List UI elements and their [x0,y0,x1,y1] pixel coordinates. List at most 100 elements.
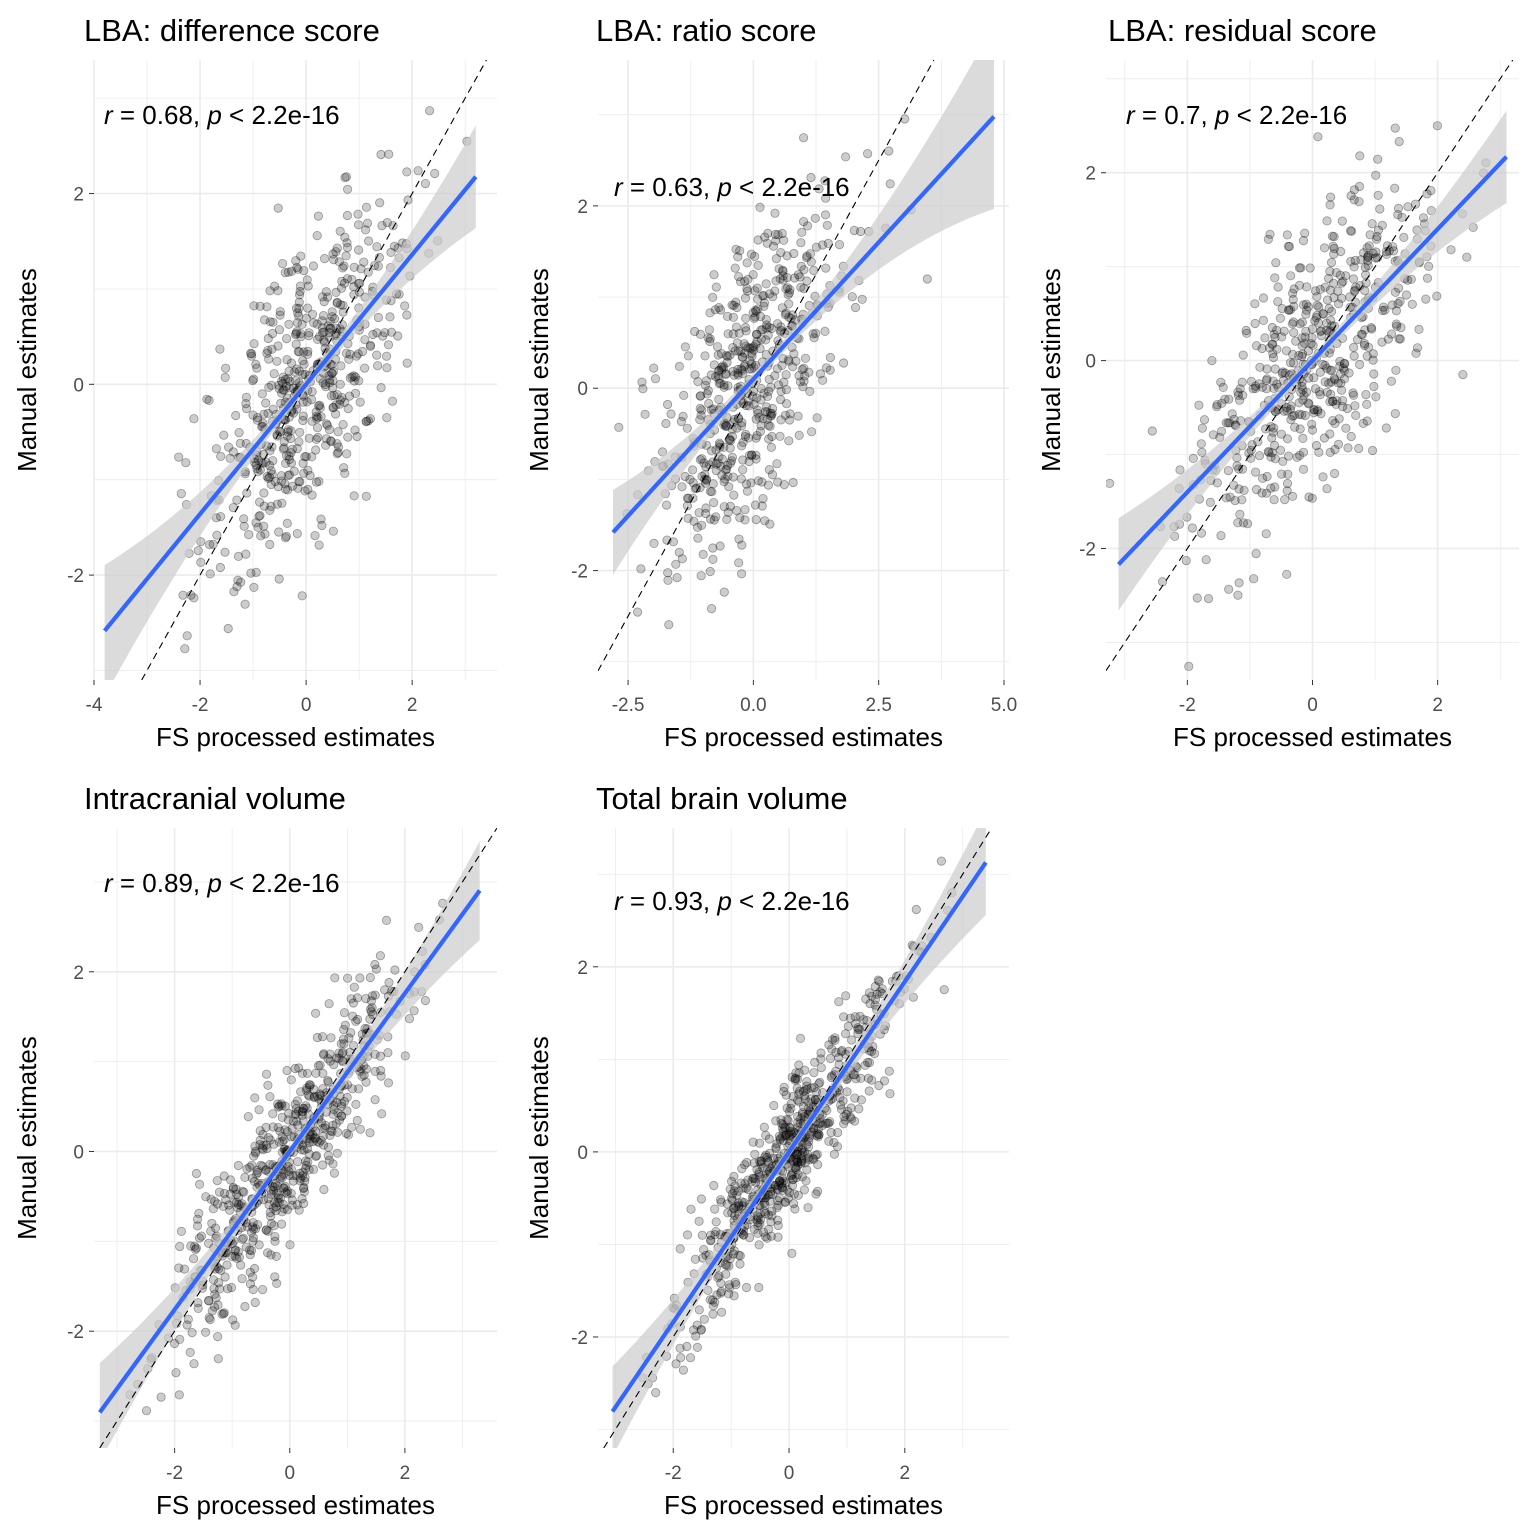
data-point [764,1224,774,1234]
data-point [775,1176,785,1186]
data-point [729,300,739,310]
data-point [348,1041,359,1051]
data-point [765,519,775,529]
data-point [697,1230,707,1240]
data-point [1298,385,1308,395]
data-point [763,228,773,238]
data-point [221,363,231,373]
data-point [827,1044,837,1054]
y-tick-label: 2 [577,958,588,979]
data-point [866,1046,877,1057]
data-point [294,311,304,321]
data-point [1320,360,1330,370]
data-point [268,1109,278,1119]
data-point [677,554,687,564]
data-point [813,1132,823,1142]
data-point [783,1193,794,1203]
data-point [1288,294,1298,305]
data-point [754,1282,764,1293]
data-point [293,483,303,493]
data-point [251,1148,261,1158]
data-point [1232,453,1242,463]
data-point [1302,282,1312,292]
data-point [1426,186,1436,196]
data-point [1207,355,1217,366]
identity-line [99,828,497,1448]
data-point [750,286,760,296]
data-point [772,1139,782,1149]
x-tick-label: -4 [86,695,103,716]
data-point [734,534,744,544]
data-point [760,1208,771,1219]
data-point [637,377,647,387]
data-point [788,1127,799,1137]
data-point [839,1119,849,1129]
data-point [705,1236,716,1246]
data-point [814,1119,824,1129]
data-point [1360,340,1370,351]
data-point [274,380,284,390]
data-point [365,340,375,350]
data-point [740,360,750,370]
data-point [300,369,310,379]
data-point [766,410,777,420]
data-point [352,1014,363,1025]
data-point [286,458,297,468]
data-point [1390,123,1400,133]
data-point [661,418,671,429]
data-point [193,1298,203,1308]
data-point [766,1217,776,1227]
data-point [753,260,763,270]
data-point [775,274,785,284]
data-point [776,415,786,425]
data-point [1301,309,1311,319]
data-point [250,1297,260,1308]
data-point [298,397,308,407]
data-point [1363,252,1373,262]
data-point [291,1104,301,1114]
data-point [1288,411,1298,421]
data-point [1344,368,1354,378]
data-point [247,349,257,359]
data-point [746,249,757,259]
data-point [674,547,684,557]
data-point [258,1145,268,1155]
data-point [778,266,788,276]
data-point [724,1280,734,1290]
data-point [785,409,795,419]
data-point [770,1180,780,1191]
data-point [1338,276,1348,287]
data-point [283,470,293,480]
data-point [837,1045,847,1056]
data-point [370,990,380,1000]
data-point [248,1233,258,1243]
data-point [1391,306,1402,316]
data-point [683,513,693,524]
data-point [1331,399,1341,409]
data-point [864,1058,875,1068]
data-point [1329,243,1339,254]
data-point [722,1199,732,1209]
data-point [320,379,330,390]
data-point [677,482,687,492]
data-point [1157,577,1168,587]
data-point [349,262,359,272]
y-tick-label: 0 [73,375,84,396]
data-point [1394,283,1404,293]
data-point [1306,338,1316,349]
data-point [259,521,269,531]
data-point [753,294,763,304]
data-point [332,243,342,253]
data-point [694,1305,704,1315]
data-point [791,1068,801,1078]
data-point [1286,305,1296,315]
data-point [849,225,859,236]
data-point [305,1080,315,1090]
data-point [768,1189,778,1200]
data-point [1285,357,1296,368]
data-point [754,1240,764,1250]
data-point [339,1039,349,1049]
data-point [297,591,307,601]
data-point [674,361,685,371]
data-point [293,308,303,318]
